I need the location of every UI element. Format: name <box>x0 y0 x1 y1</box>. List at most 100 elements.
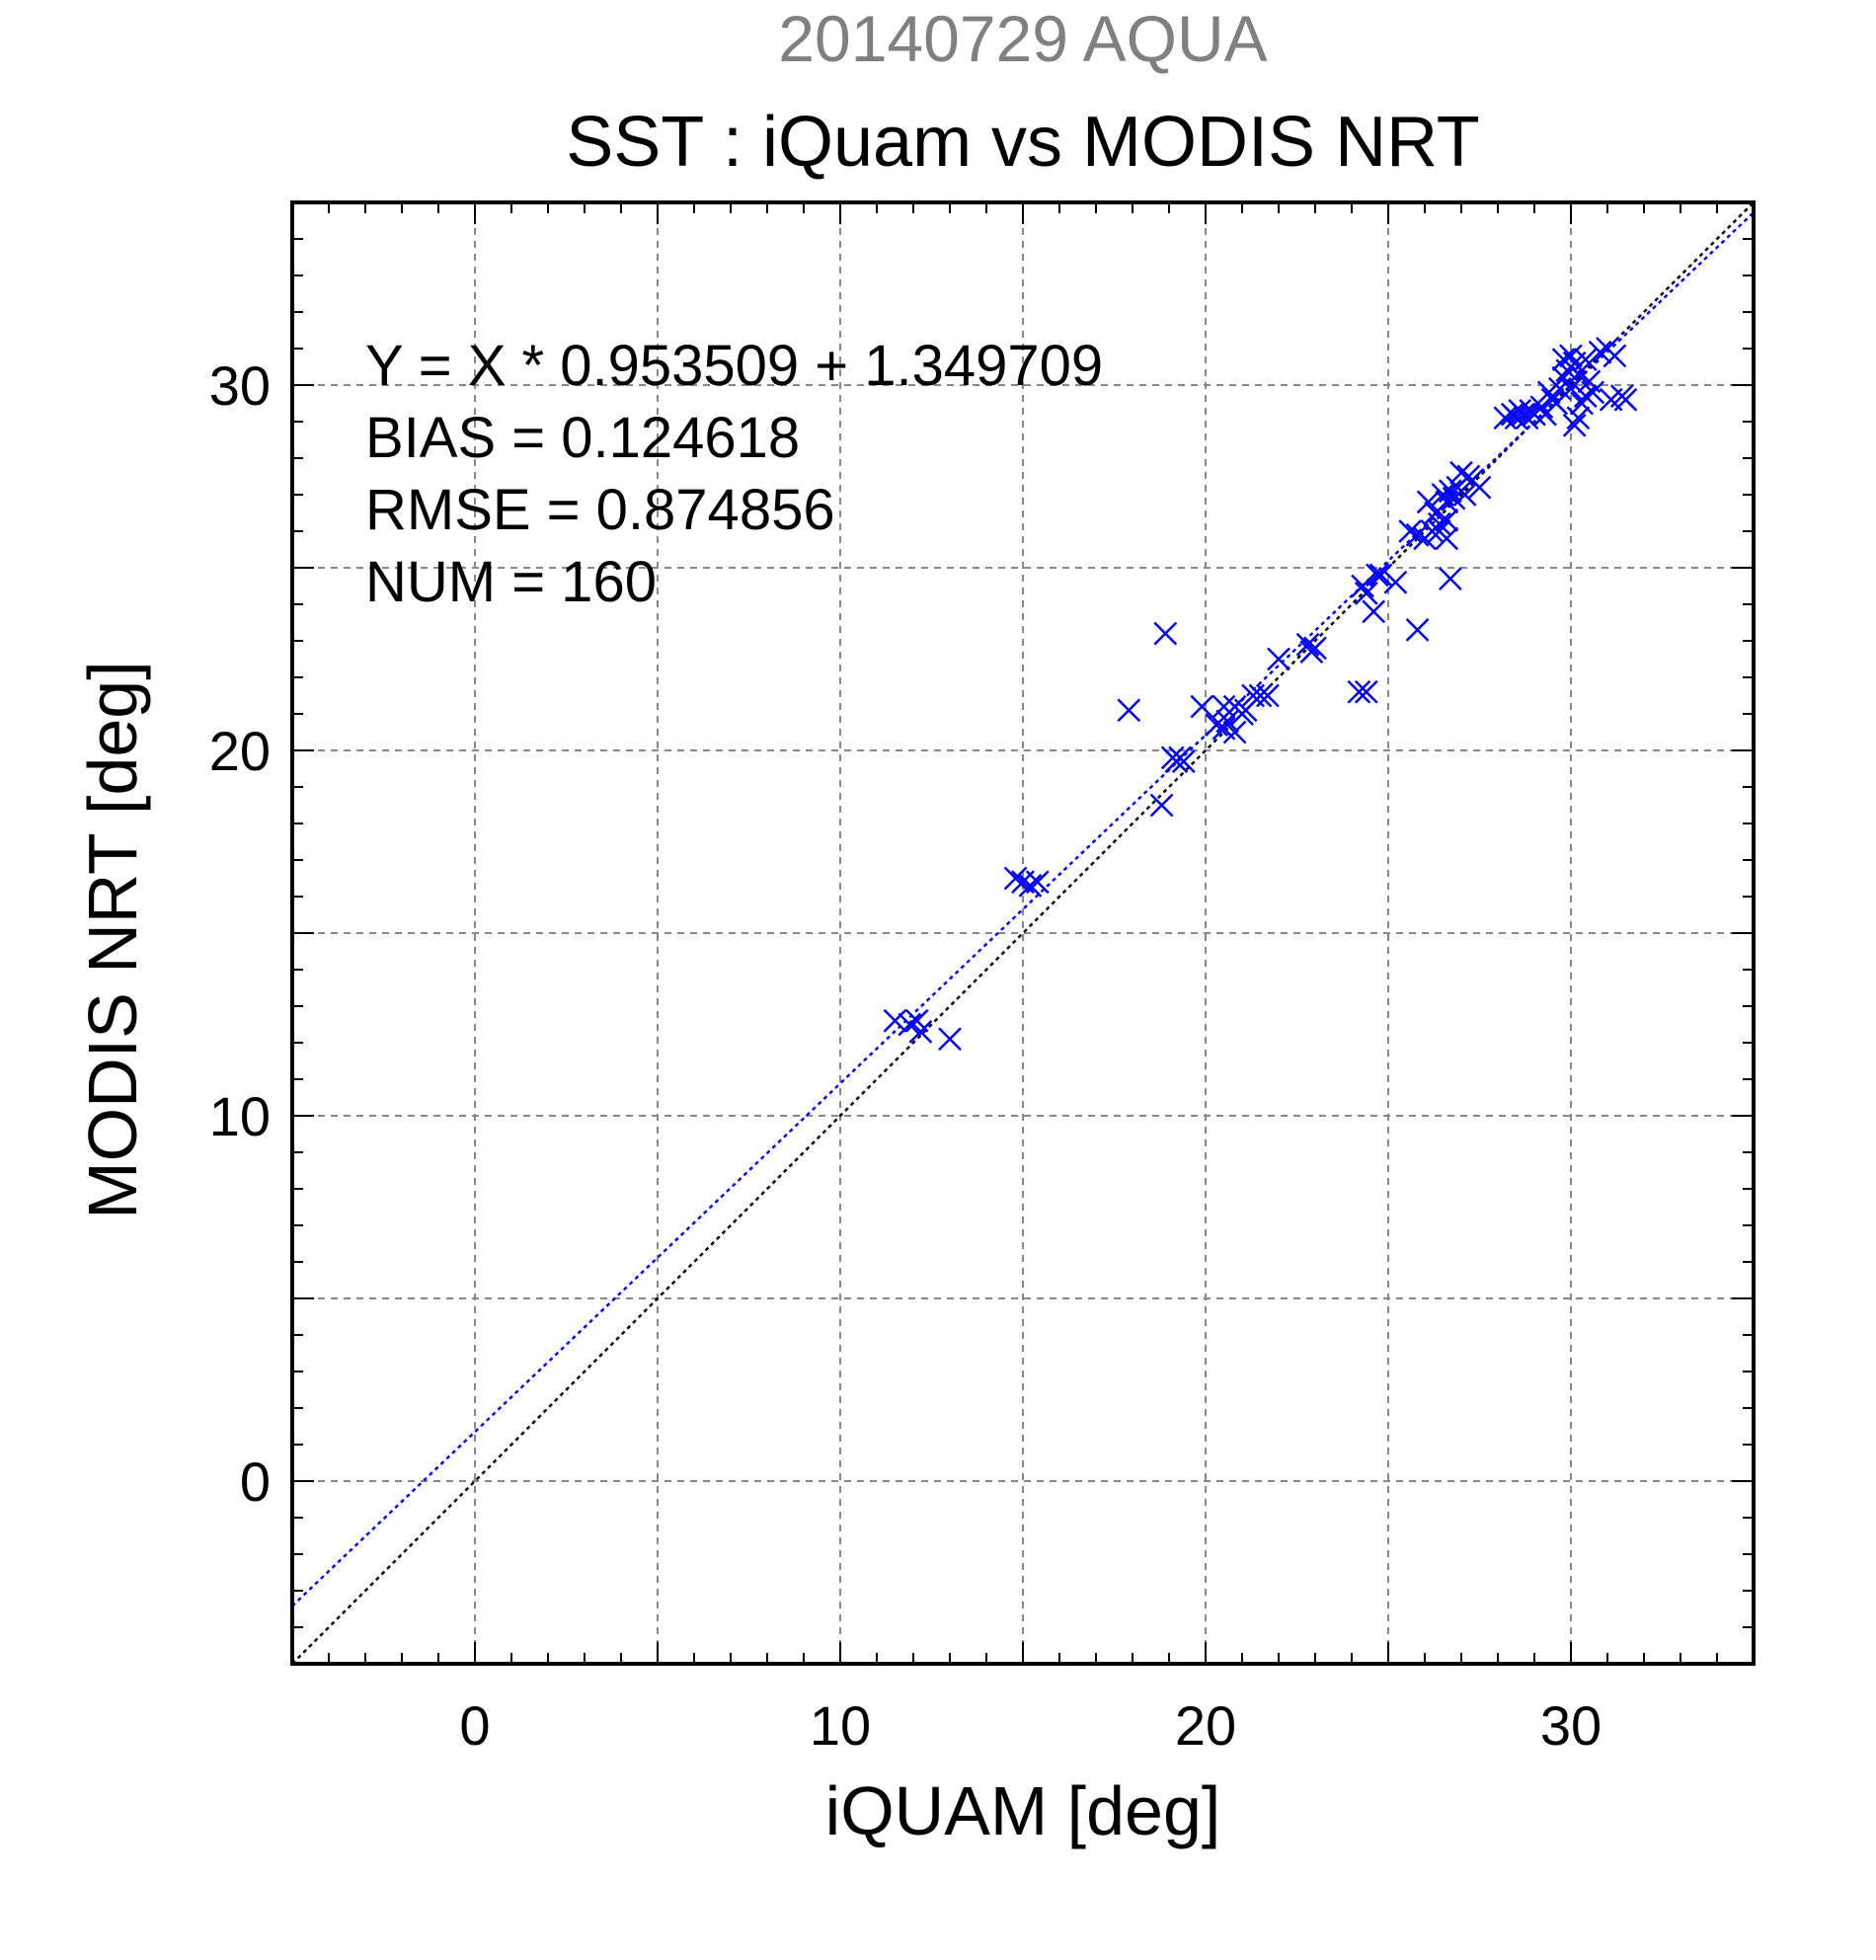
data-point-stroke <box>1149 793 1174 818</box>
data-point-stroke <box>1435 509 1459 532</box>
data-point-stroke <box>1427 511 1451 536</box>
chart-title: SST : iQuam vs MODIS NRT <box>566 103 1480 182</box>
tick-labels: 0 0 10 10 20 20 30 30 <box>209 354 1602 1757</box>
data-point-stroke <box>1248 683 1273 708</box>
data-point-stroke <box>1577 369 1602 394</box>
data-point <box>1559 376 1583 401</box>
data-point <box>1149 793 1174 818</box>
data-point-stroke <box>1222 720 1247 745</box>
data-point-stroke <box>1566 362 1591 386</box>
data-point-stroke <box>1588 340 1612 364</box>
data-point <box>1295 632 1320 657</box>
data-points <box>883 337 1638 1052</box>
data-point-stroke <box>1368 563 1393 588</box>
data-point-stroke <box>1493 406 1518 431</box>
data-point <box>898 1012 922 1037</box>
data-point <box>938 1027 962 1052</box>
data-point <box>1362 599 1386 624</box>
data-point <box>1248 683 1273 708</box>
data-point-stroke <box>1256 683 1280 708</box>
plot-frame <box>290 200 1756 1666</box>
data-point <box>1351 574 1374 598</box>
data-point-stroke <box>1581 380 1605 405</box>
data-point <box>1559 344 1583 368</box>
data-point <box>1562 413 1587 437</box>
data-point <box>1222 720 1247 745</box>
data-point-stroke <box>938 1027 962 1052</box>
data-point-stroke <box>1439 479 1462 504</box>
data-point <box>1405 618 1430 642</box>
data-point <box>1405 522 1430 547</box>
x-axis-label: iQUAM [deg] <box>825 1772 1221 1849</box>
data-point <box>1003 866 1028 891</box>
num-text: NUM = 160 <box>365 550 657 614</box>
data-point-stroke <box>1295 632 1320 657</box>
y-tick-label: 10 <box>209 1085 271 1147</box>
data-point <box>1435 526 1459 551</box>
data-point <box>1354 582 1378 605</box>
y-tick-label: 0 <box>240 1450 271 1513</box>
data-point-stroke <box>1566 406 1591 431</box>
data-point-stroke <box>1551 348 1576 371</box>
data-point-stroke <box>1416 490 1441 514</box>
data-point-stroke <box>1435 526 1459 551</box>
fit-equation-text: Y = X * 0.953509 + 1.349709 <box>365 334 1103 398</box>
data-point <box>1573 348 1598 371</box>
x-tick-label: 10 <box>810 1694 871 1757</box>
data-point-stroke <box>1551 365 1576 390</box>
data-point <box>1347 679 1371 704</box>
data-point <box>1416 490 1441 514</box>
data-point <box>1566 362 1591 386</box>
data-point <box>1515 406 1539 431</box>
data-point <box>1613 387 1638 412</box>
data-point-stroke <box>1467 475 1492 500</box>
data-point <box>1467 475 1492 500</box>
data-point <box>1190 694 1214 719</box>
data-point-stroke <box>1267 647 1290 671</box>
data-point-stroke <box>898 1012 922 1037</box>
data-point-stroke <box>1449 460 1473 485</box>
data-point <box>1588 340 1612 364</box>
data-point <box>1267 647 1290 671</box>
data-point-stroke <box>1602 344 1627 368</box>
data-point <box>1153 621 1178 646</box>
data-point <box>1025 870 1050 895</box>
data-point <box>1018 874 1043 898</box>
data-point <box>883 1008 907 1033</box>
data-point-stroke <box>1351 574 1374 598</box>
data-point <box>1529 395 1554 420</box>
data-point-stroke <box>1562 413 1587 437</box>
data-point <box>1383 570 1408 594</box>
x-tick-label: 0 <box>459 1694 490 1757</box>
data-point <box>1439 479 1462 504</box>
data-point-stroke <box>1366 563 1389 588</box>
data-point-stroke <box>1212 716 1236 741</box>
data-point <box>1452 483 1477 507</box>
data-point-stroke <box>1190 694 1214 719</box>
data-point <box>1449 460 1473 485</box>
data-point <box>1439 567 1462 590</box>
data-point <box>1398 519 1423 543</box>
data-point <box>1493 406 1518 431</box>
data-point <box>1504 406 1528 431</box>
y-axis-label: MODIS NRT [deg] <box>74 661 151 1218</box>
data-point-stroke <box>1613 387 1638 412</box>
x-tick-label: 20 <box>1175 1694 1236 1757</box>
data-point <box>1256 683 1280 708</box>
data-point <box>1435 509 1459 532</box>
data-point <box>1354 679 1378 704</box>
data-point <box>1366 563 1389 588</box>
data-point-stroke <box>1347 679 1371 704</box>
data-point-stroke <box>1171 749 1196 773</box>
data-point <box>1171 749 1196 773</box>
data-point <box>1368 563 1393 588</box>
data-point-stroke <box>1504 406 1528 431</box>
data-point <box>1215 709 1240 734</box>
data-point-stroke <box>1117 698 1141 723</box>
data-point-stroke <box>1153 621 1178 646</box>
data-point-stroke <box>1003 866 1028 891</box>
reference-lines <box>291 201 1755 1665</box>
data-point <box>1303 636 1327 661</box>
data-point-stroke <box>904 1008 929 1033</box>
